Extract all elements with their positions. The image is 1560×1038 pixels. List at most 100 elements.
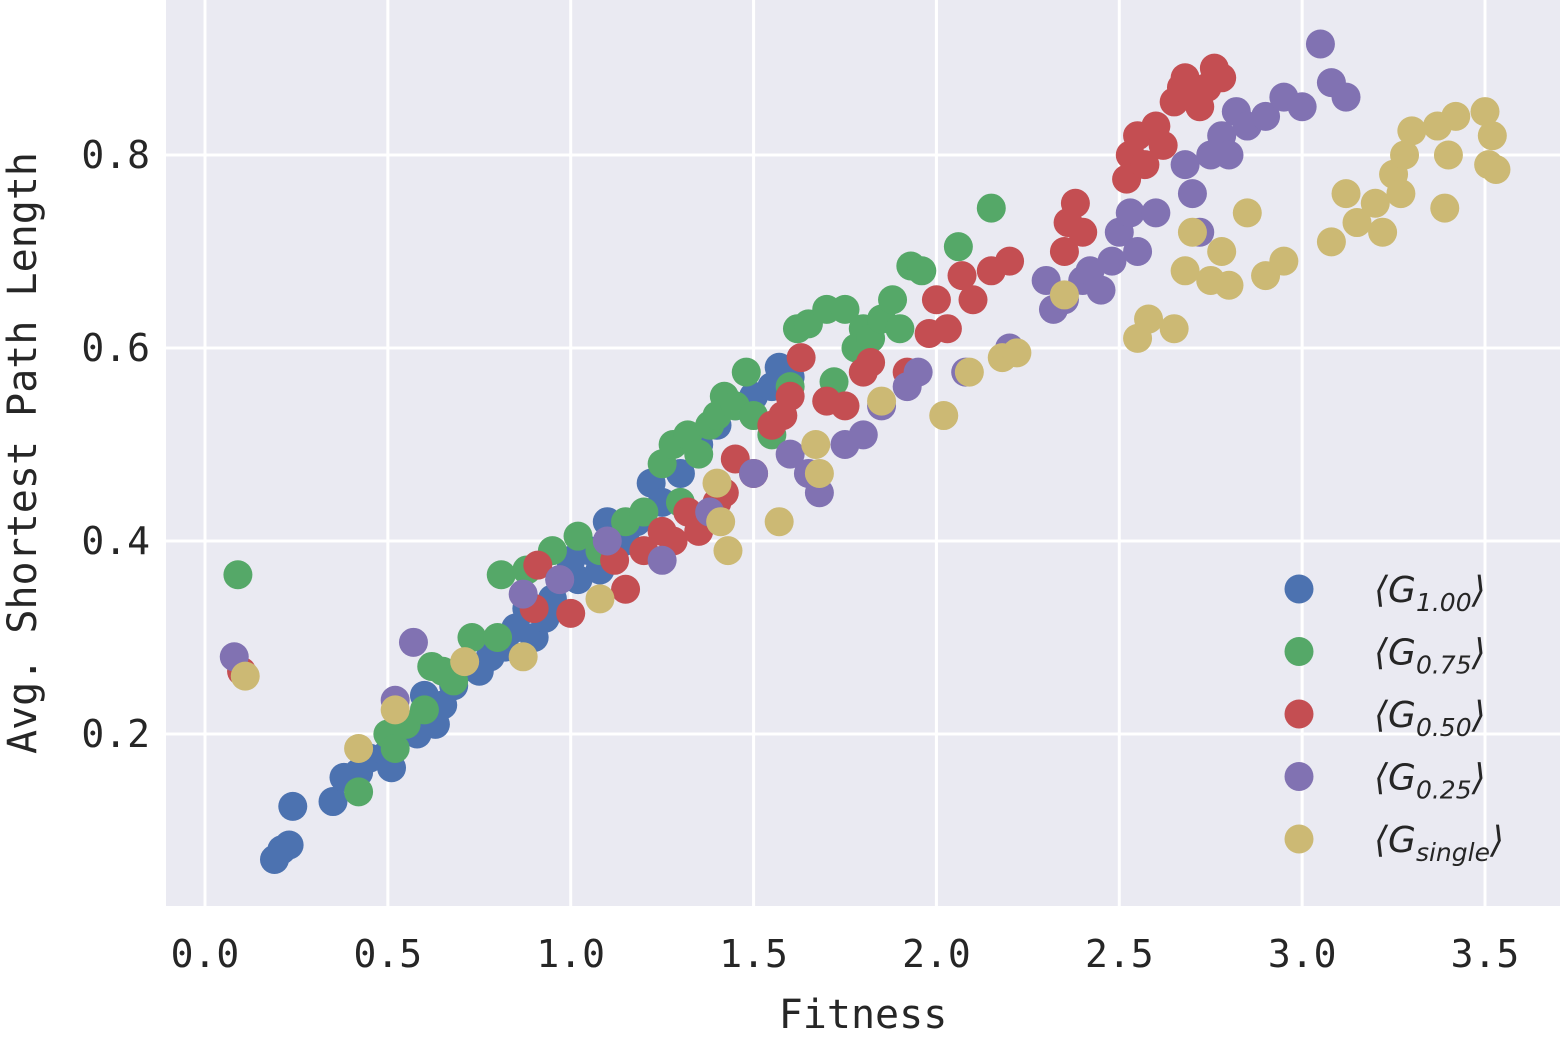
data-point <box>1269 246 1299 276</box>
data-point <box>450 647 480 677</box>
legend-label: ⟨G0.50⟩ <box>1374 695 1486 742</box>
data-point <box>684 439 714 469</box>
data-point <box>1134 304 1164 334</box>
data-point <box>1477 121 1507 151</box>
data-point <box>739 458 769 488</box>
data-point <box>1170 256 1200 286</box>
data-point <box>1305 29 1335 59</box>
data-point <box>1397 116 1427 146</box>
data-point <box>947 261 977 291</box>
legend-label: ⟨G1.00⟩ <box>1374 570 1486 617</box>
data-point <box>380 733 410 763</box>
data-point <box>1368 217 1398 247</box>
data-point <box>995 246 1025 276</box>
data-point <box>508 579 538 609</box>
legend-item: ⟨G0.25⟩ <box>1284 758 1486 805</box>
data-point <box>563 521 593 551</box>
data-point <box>629 497 659 527</box>
y-tick-label: 0.6 <box>81 326 150 370</box>
legend-marker <box>1284 699 1314 729</box>
data-point <box>1049 237 1079 266</box>
data-point <box>804 458 834 488</box>
data-point <box>775 439 805 469</box>
x-tick-label: 2.5 <box>1085 932 1154 976</box>
legend-item: ⟨Gsingle⟩ <box>1284 820 1504 867</box>
data-point <box>1470 97 1500 127</box>
data-point <box>903 357 933 387</box>
data-point <box>786 343 816 373</box>
legend-marker <box>1284 762 1314 791</box>
data-point <box>1207 237 1237 266</box>
data-point <box>380 695 410 725</box>
data-point <box>1251 101 1281 131</box>
legend-label: ⟨G0.25⟩ <box>1374 758 1486 805</box>
data-point <box>398 627 428 657</box>
data-point <box>731 357 761 387</box>
data-point <box>907 256 937 286</box>
data-point <box>1342 208 1372 238</box>
data-point <box>409 695 439 725</box>
data-point <box>954 357 984 387</box>
data-point <box>1386 179 1416 209</box>
data-point <box>1331 179 1361 209</box>
x-tick-label: 1.0 <box>536 932 605 976</box>
data-point <box>318 787 348 817</box>
data-point <box>592 526 622 556</box>
y-tick-labels: 0.2 0.4 0.6 0.8 <box>81 133 150 756</box>
data-point <box>523 550 553 580</box>
legend-label: ⟨Gsingle⟩ <box>1374 820 1504 867</box>
data-point <box>921 285 951 315</box>
x-axis-label: Fitness <box>779 992 948 1038</box>
data-point <box>958 285 988 315</box>
data-point <box>929 401 959 431</box>
series-4-points <box>230 97 1511 763</box>
data-point <box>223 560 253 590</box>
data-point <box>1360 188 1390 218</box>
data-point <box>1177 217 1207 247</box>
data-point <box>1331 82 1361 112</box>
x-tick-labels: 0.0 0.5 1.0 1.5 2.0 2.5 3.0 3.5 <box>171 932 1520 976</box>
data-point <box>274 830 304 860</box>
data-point <box>885 314 915 344</box>
data-point <box>1177 179 1207 209</box>
x-tick-label: 3.0 <box>1268 932 1337 976</box>
data-point <box>344 733 374 763</box>
data-point <box>1170 150 1200 180</box>
data-point <box>585 584 615 614</box>
x-tick-label: 0.0 <box>171 932 240 976</box>
data-point <box>457 623 487 652</box>
data-point <box>856 347 886 377</box>
data-point <box>848 420 878 450</box>
data-point <box>713 536 743 566</box>
data-point <box>1141 198 1171 228</box>
data-point <box>1287 92 1317 122</box>
data-point <box>1049 280 1079 310</box>
legend-marker <box>1284 637 1314 666</box>
legend-item: ⟨G0.50⟩ <box>1284 695 1486 742</box>
data-point <box>1130 150 1160 180</box>
data-point <box>1097 246 1127 276</box>
x-tick-label: 2.0 <box>902 932 971 976</box>
legend-item: ⟨G1.00⟩ <box>1284 570 1486 617</box>
data-point <box>830 294 860 324</box>
data-point <box>830 391 860 421</box>
y-tick-label: 0.8 <box>81 133 150 177</box>
data-point <box>976 193 1006 223</box>
data-point <box>556 598 586 628</box>
y-axis-label: Avg. Shortest Path Length <box>0 152 46 754</box>
series-2-points <box>227 53 1237 686</box>
legend: ⟨G1.00⟩ ⟨G0.75⟩ ⟨G0.50⟩ ⟨G0.25⟩ ⟨Gsingle⟩ <box>1284 570 1504 867</box>
data-point <box>647 545 677 575</box>
data-point <box>867 386 897 416</box>
data-point <box>1214 140 1244 170</box>
data-point <box>1390 140 1420 170</box>
data-point <box>1115 198 1145 228</box>
data-point <box>1148 130 1178 160</box>
data-point <box>764 507 794 537</box>
data-point <box>1086 275 1116 305</box>
data-point <box>486 560 516 590</box>
data-point <box>1232 198 1262 228</box>
data-point <box>932 314 962 344</box>
legend-item: ⟨G0.75⟩ <box>1284 633 1486 680</box>
